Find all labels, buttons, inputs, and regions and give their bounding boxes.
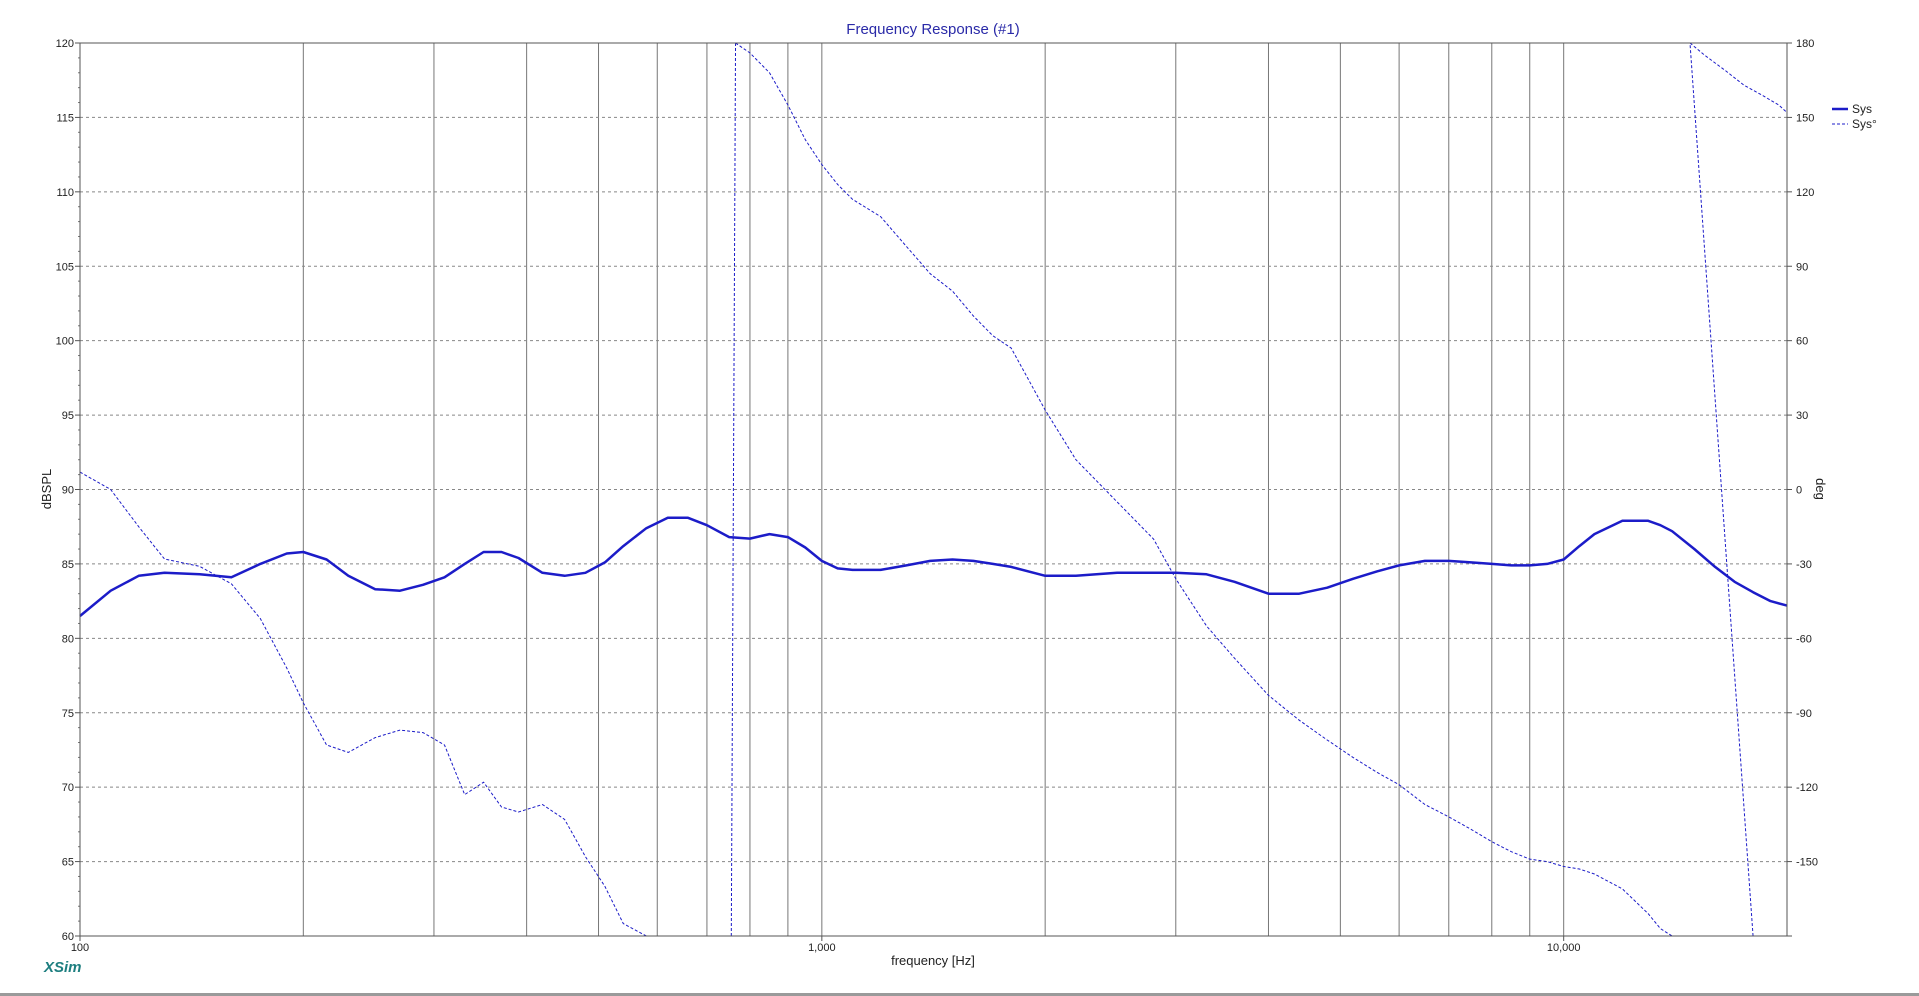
y-axis-label: dBSPL — [39, 469, 54, 509]
phase-wrap-connector — [730, 42, 737, 937]
y-tick-label: 90 — [62, 485, 74, 497]
y-tick-label: 120 — [56, 38, 74, 50]
x-axis-label: frequency [Hz] — [891, 953, 975, 968]
y2-tick-label: 150 — [1796, 112, 1814, 124]
phase-wrap-connector — [1689, 42, 1754, 937]
plot-frame — [79, 42, 1788, 937]
series-line-sys-phase-1 — [735, 42, 1754, 937]
y-axis-ticks: 60 65 70 75 80 85 90 95 100 105 110 115 120 — [56, 38, 80, 943]
y-tick-label: 75 — [62, 708, 74, 720]
legend-label-sys-phase: Sys° — [1852, 117, 1877, 131]
xsim-brand: XSim — [43, 959, 82, 976]
y2-tick-label: 30 — [1796, 410, 1808, 422]
y2-tick-label: 120 — [1796, 187, 1814, 199]
y2-tick-label: 180 — [1796, 38, 1814, 50]
y-tick-label: 70 — [62, 782, 74, 794]
y-tick-label: 115 — [56, 112, 74, 124]
y-tick-label: 85 — [62, 559, 74, 571]
y2-tick-label: -90 — [1796, 708, 1812, 720]
x-axis-ticks: 100 1,000 10,000 — [71, 936, 1581, 954]
y2-tick-label: 60 — [1796, 336, 1808, 348]
y-tick-label: 110 — [56, 187, 74, 199]
y2-tick-label: -120 — [1796, 782, 1818, 794]
y2-axis-ticks: -150 -120 -90 -60 -30 0 30 60 90 120 150 180 — [1787, 38, 1818, 937]
window-bottom-border — [0, 993, 1919, 996]
chart-title: Frequency Response (#1) — [846, 21, 1019, 38]
x-tick-label: 1,000 — [808, 942, 836, 954]
x-tick-label: 10,000 — [1547, 942, 1581, 954]
y2-tick-label: -150 — [1796, 857, 1818, 869]
y2-tick-label: 0 — [1796, 485, 1802, 497]
y-tick-label: 65 — [62, 857, 74, 869]
y-tick-label: 105 — [56, 261, 74, 273]
y-tick-label: 60 — [62, 931, 74, 943]
y-tick-label: 100 — [56, 336, 74, 348]
legend: Sys Sys° — [1832, 102, 1877, 131]
y-tick-label: 80 — [62, 633, 74, 645]
legend-label-sys: Sys — [1852, 102, 1872, 116]
x-tick-label: 100 — [71, 942, 89, 954]
y-tick-label: 95 — [62, 410, 74, 422]
y2-tick-label: -30 — [1796, 559, 1812, 571]
y2-tick-label: -60 — [1796, 633, 1812, 645]
y2-tick-label: 90 — [1796, 261, 1808, 273]
series-line-sys-0 — [79, 516, 1788, 617]
y2-axis-label: deg — [1813, 478, 1828, 500]
